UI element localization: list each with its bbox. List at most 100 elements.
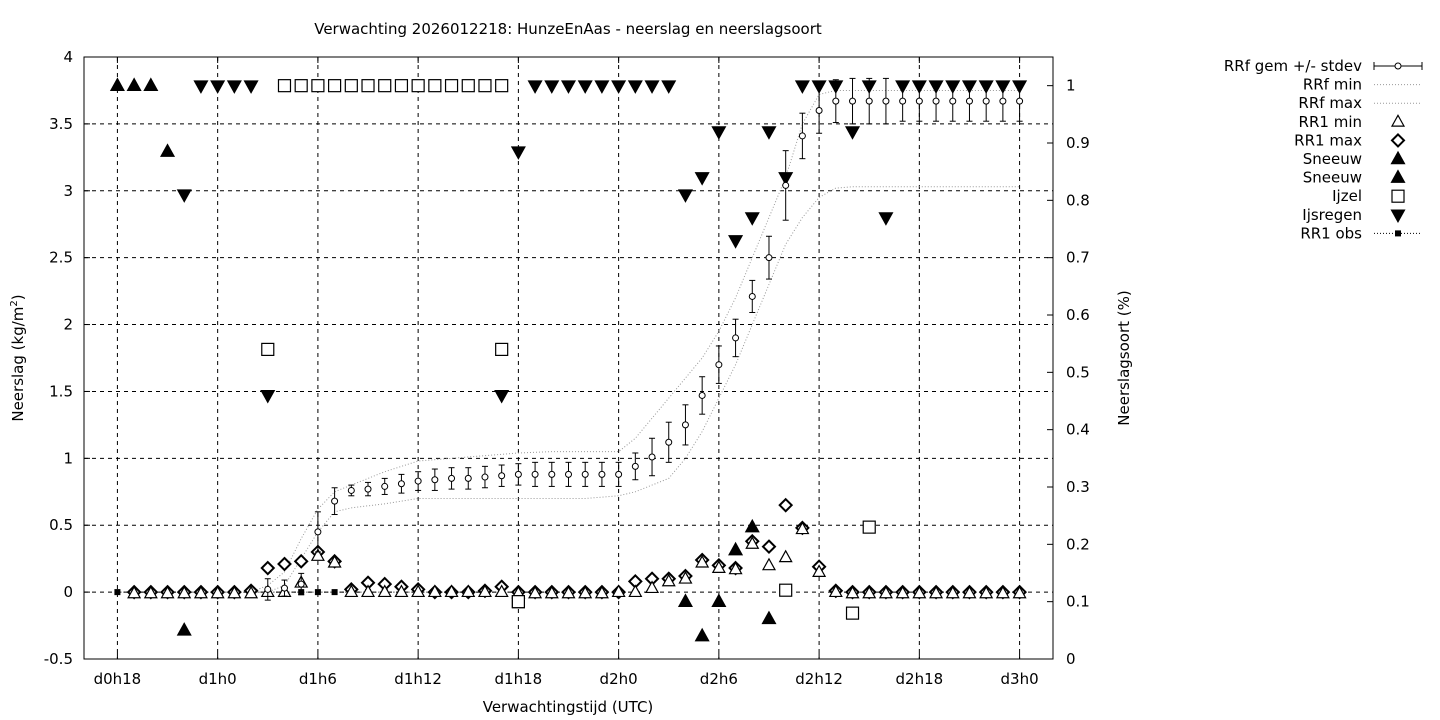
data-point [627,80,643,94]
data-point [498,472,506,480]
x-tick-label: d1h12 [394,670,442,688]
data-point [176,622,192,636]
y2-tick-label: 0.3 [1066,478,1090,496]
legend-item: Sneeuw [1303,169,1406,187]
data-point [314,589,321,596]
data-point [160,143,176,157]
y2-tick-label: 0 [1066,650,1076,668]
data-point [844,126,861,140]
data-point [678,571,693,584]
data-point [226,80,242,94]
legend-label: Sneeuw [1303,150,1362,168]
data-point [328,79,342,93]
data-point [431,476,439,484]
data-point [377,584,392,598]
data-point [397,480,405,488]
y-tick-label: 3.5 [49,115,73,133]
data-point [694,627,710,642]
data-point [444,584,459,598]
data-point [243,80,259,94]
data-point [294,79,308,93]
data-point [594,585,609,599]
data-point [849,97,857,105]
legend-sample-marker [1391,189,1405,203]
legend-sample-marker [1390,209,1406,224]
data-point [949,97,957,105]
data-point [428,79,442,93]
data-point [865,97,873,105]
data-point [611,584,626,598]
data-point [578,585,593,599]
data-point [728,541,744,556]
data-point [795,521,810,535]
legend-label: RR1 obs [1300,224,1362,242]
data-point [598,470,606,478]
data-point [715,361,723,369]
data-point [381,482,389,490]
data-point [561,585,576,599]
data-point [411,584,426,598]
series-0 [264,77,1024,601]
y2-tick-label: 0.5 [1066,363,1090,381]
y-tick-label: 0 [63,583,73,601]
legend-label: Ijzel [1332,187,1362,205]
data-point [331,497,339,505]
data-point [945,585,960,599]
data-point [114,589,121,596]
legend-label: RR1 min [1299,113,1362,131]
data-point [527,80,543,94]
data-point [745,536,760,549]
y2-tick-label: 0.7 [1066,249,1090,267]
data-point [548,470,556,478]
data-point [895,585,910,599]
legend-item: Ijsregen [1302,206,1406,224]
data-point [528,585,543,599]
data-point [815,107,823,115]
data-point [694,172,710,186]
data-point [461,584,476,598]
data-point [878,212,894,226]
x-tick-label: d3h0 [1001,670,1039,688]
legend-label: Ijsregen [1302,206,1362,224]
data-point [965,97,973,105]
data-point [461,79,475,93]
data-point [812,564,827,577]
data-point [160,585,175,599]
series-line [251,186,1020,593]
data-point [698,391,706,399]
data-point [477,584,492,598]
data-point [177,585,192,599]
data-point [779,583,793,597]
legend-label: RRf gem +/- stdev [1224,57,1362,75]
data-point [862,520,876,534]
data-point [979,585,994,599]
data-point [1012,585,1027,599]
data-point [995,585,1010,599]
data-point [711,126,727,140]
data-point [832,97,840,105]
data-point [464,474,472,482]
y-tick-label: 0.5 [49,516,73,534]
data-point [912,585,927,599]
data-point [828,584,843,598]
legend-label: Sneeuw [1303,169,1362,187]
y-tick-label: 3 [63,182,73,200]
y-axis-label-end: ) [9,294,27,300]
data-point [631,462,639,470]
y-tick-label: 1 [63,449,73,467]
y-tick-label: -0.5 [44,650,73,668]
data-point [695,554,710,568]
series-7 [261,79,876,620]
data-point [478,79,492,93]
data-point [444,79,459,93]
data-point [665,438,673,446]
data-point [761,126,777,140]
data-point [531,470,539,478]
data-point [878,585,893,599]
data-point [394,584,409,598]
legend-sample-marker [1390,169,1406,183]
y2-tick-label: 0.9 [1066,134,1090,152]
data-point [711,560,726,573]
